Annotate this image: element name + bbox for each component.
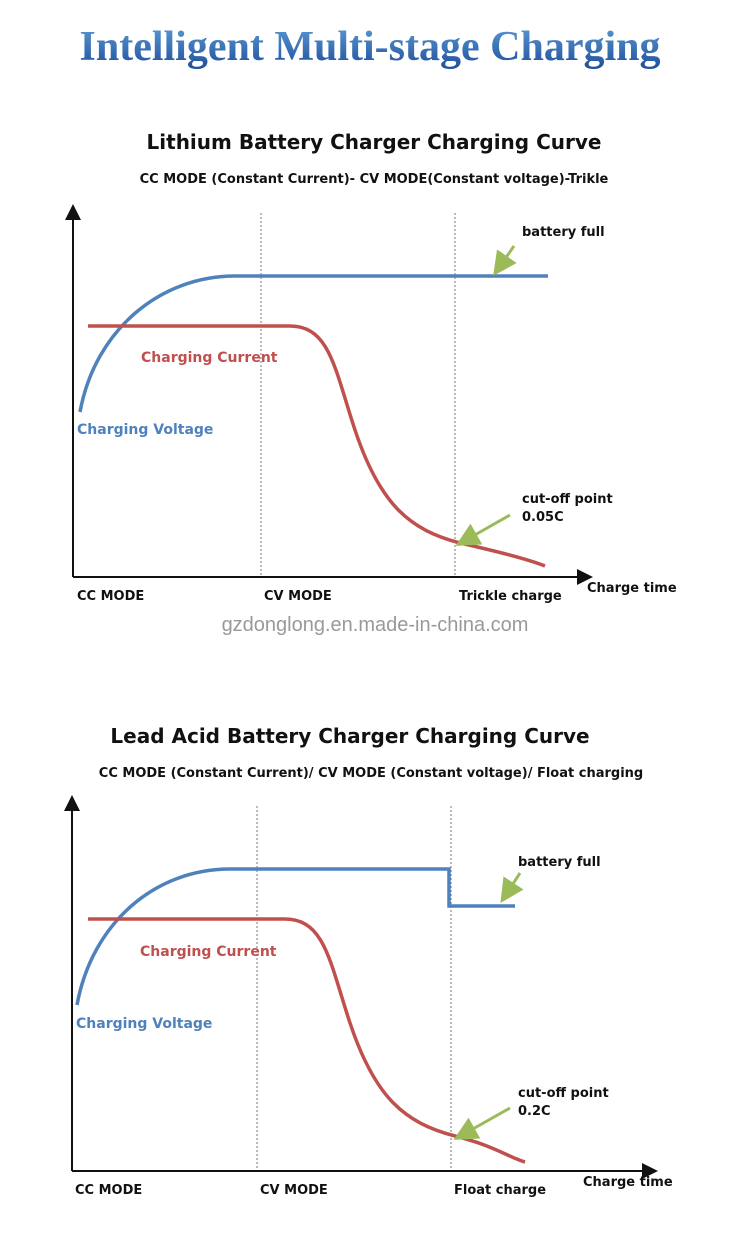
arrow xyxy=(493,245,517,276)
full-label: battery full xyxy=(518,855,601,870)
current-curve xyxy=(88,917,526,1164)
current-curve xyxy=(88,324,546,568)
current-label: Charging Current xyxy=(140,944,277,960)
current-label: Charging Current xyxy=(141,350,278,366)
source: gzdonglong.en.made-in-china.com xyxy=(222,614,529,636)
cutoff-value: 0.2C xyxy=(518,1104,551,1119)
arrow xyxy=(453,1106,511,1140)
cutoff-value: 0.05C xyxy=(522,510,564,525)
diagram-title: Lead Acid Battery Charger Charging Curve xyxy=(110,724,589,748)
page-title: Intelligent Multi-stage Charging xyxy=(80,24,661,70)
lead-acid-diagram: Lead Acid Battery Charger Charging Curve… xyxy=(64,724,673,1198)
diagram-title: Lithium Battery Charger Charging Curve xyxy=(147,130,602,154)
stage-label: CC MODE xyxy=(75,1183,142,1198)
stage-label: Float charge xyxy=(454,1183,546,1198)
x-axis-label: Charge time xyxy=(583,1175,673,1190)
diagram-subtitle: CC MODE (Constant Current)- CV MODE(Cons… xyxy=(140,172,609,187)
diagram-subtitle: CC MODE (Constant Current)/ CV MODE (Con… xyxy=(99,766,643,781)
cutoff-label: cut-off point xyxy=(518,1086,609,1101)
lithium-diagram: Lithium Battery Charger Charging Curve C… xyxy=(65,130,677,604)
arrow xyxy=(500,872,524,904)
x-axis-label: Charge time xyxy=(587,581,677,596)
voltage-curve xyxy=(78,274,548,413)
stage-label: CV MODE xyxy=(260,1183,328,1198)
stage-label: CV MODE xyxy=(264,589,332,604)
voltage-label: Charging Voltage xyxy=(77,422,213,438)
full-label: battery full xyxy=(522,225,605,240)
stage-label: CC MODE xyxy=(77,589,144,604)
voltage-label: Charging Voltage xyxy=(76,1016,212,1032)
cutoff-label: cut-off point xyxy=(522,492,613,507)
voltage-curve xyxy=(75,867,515,1006)
stage-label: Trickle charge xyxy=(459,589,562,604)
arrow xyxy=(455,513,511,546)
